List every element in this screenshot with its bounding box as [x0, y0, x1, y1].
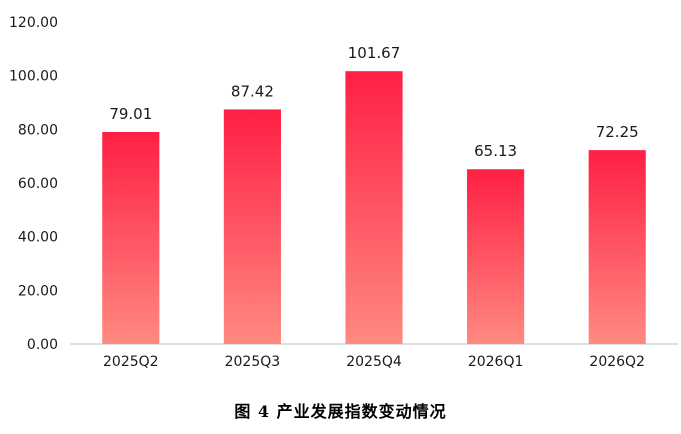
- x-tick-label: 2025Q3: [225, 354, 281, 370]
- bar: [588, 150, 646, 344]
- bar: [345, 71, 403, 345]
- value-labels: 79.01 87.42 101.67 65.13 72.25: [109, 44, 638, 160]
- bar: [467, 169, 525, 344]
- y-tick-label: 100.00: [9, 69, 58, 85]
- bar-value-label: 65.13: [474, 142, 517, 160]
- y-tick-label: 60.00: [18, 176, 58, 192]
- x-tick-label: 2026Q1: [468, 354, 524, 370]
- bar: [102, 131, 160, 344]
- y-tick-label: 80.00: [18, 122, 58, 138]
- bar-value-label: 87.42: [231, 82, 274, 100]
- bar-value-label: 72.25: [596, 123, 639, 141]
- x-tick-label: 2025Q2: [103, 354, 159, 370]
- x-tick-label: 2025Q4: [346, 354, 402, 370]
- y-tick-label: 20.00: [18, 283, 58, 299]
- x-tick-label: 2026Q2: [589, 354, 645, 370]
- bar-chart: 0.00 20.00 40.00 60.00 80.00 100.00 120.00 79.…: [9, 15, 678, 370]
- x-axis-ticks: 2025Q2 2025Q3 2025Q4 2026Q1 2026Q2: [103, 354, 645, 370]
- bar-value-label: 79.01: [109, 105, 152, 123]
- bar-value-label: 101.67: [348, 44, 401, 62]
- bars: [102, 71, 646, 345]
- bar: [223, 109, 281, 344]
- y-tick-label: 0.00: [27, 337, 58, 353]
- y-axis-ticks: 0.00 20.00 40.00 60.00 80.00 100.00 120.00: [9, 15, 58, 353]
- y-tick-label: 120.00: [9, 15, 58, 31]
- y-tick-label: 40.00: [18, 230, 58, 246]
- figure-caption: 图 4 产业发展指数变动情况: [234, 402, 447, 421]
